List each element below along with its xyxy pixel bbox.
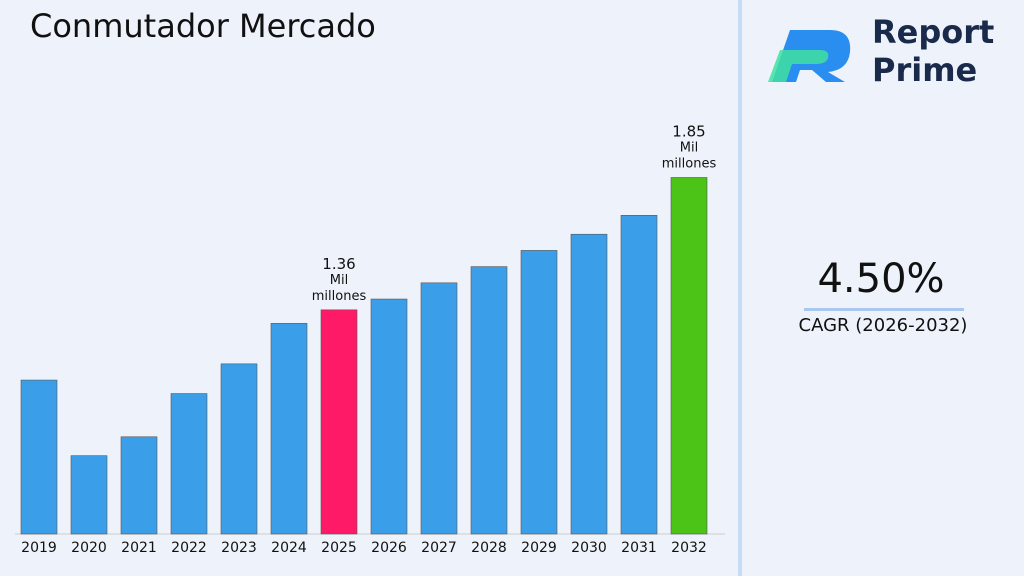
bar xyxy=(620,215,658,535)
x-tick-label: 2022 xyxy=(171,540,207,556)
bar xyxy=(170,393,208,535)
bar xyxy=(670,177,708,535)
logo-text: Report xyxy=(872,13,994,51)
value-label-line: Mil xyxy=(680,140,698,155)
bar xyxy=(570,233,608,535)
x-tick-label: 2025 xyxy=(321,540,357,556)
value-label: 1.36 Mil millones xyxy=(312,254,367,303)
bar xyxy=(270,323,308,535)
x-tick-label: 2020 xyxy=(71,540,107,556)
x-tick-label: 2024 xyxy=(271,540,307,556)
cagr-value: 4.50% xyxy=(817,256,944,302)
bar xyxy=(70,455,108,535)
logo-text: Prime xyxy=(872,51,977,89)
bar xyxy=(420,282,458,535)
divider xyxy=(738,0,742,576)
value-label-line: Mil xyxy=(330,272,348,287)
value-label-line: millones xyxy=(662,156,717,171)
x-tick-label: 2028 xyxy=(471,540,507,556)
bar xyxy=(520,250,558,535)
logo-icon xyxy=(768,30,851,82)
x-tick-label: 2026 xyxy=(371,540,407,556)
chart-title: Conmutador Mercado xyxy=(30,7,376,45)
value-label-line: millones xyxy=(312,288,367,303)
cagr-underline xyxy=(804,308,964,311)
value-label: 1.85 Mil millones xyxy=(662,122,717,171)
x-tick-label: 2023 xyxy=(221,540,257,556)
bar xyxy=(220,363,258,535)
bar xyxy=(370,298,408,535)
x-tick-label: 2031 xyxy=(621,540,657,556)
bar xyxy=(470,266,508,535)
x-tick-label: 2032 xyxy=(671,540,707,556)
value-label-line: 1.36 xyxy=(322,254,355,272)
bar xyxy=(320,309,358,535)
value-label-line: 1.85 xyxy=(672,122,705,140)
x-tick-label: 2019 xyxy=(21,540,57,556)
x-tick-label: 2030 xyxy=(571,540,607,556)
x-tick-label: 2029 xyxy=(521,540,557,556)
x-tick-label: 2021 xyxy=(121,540,157,556)
cagr-label: CAGR (2026-2032) xyxy=(799,315,968,336)
x-tick-label: 2027 xyxy=(421,540,457,556)
bar xyxy=(20,379,58,535)
bar xyxy=(120,436,158,535)
